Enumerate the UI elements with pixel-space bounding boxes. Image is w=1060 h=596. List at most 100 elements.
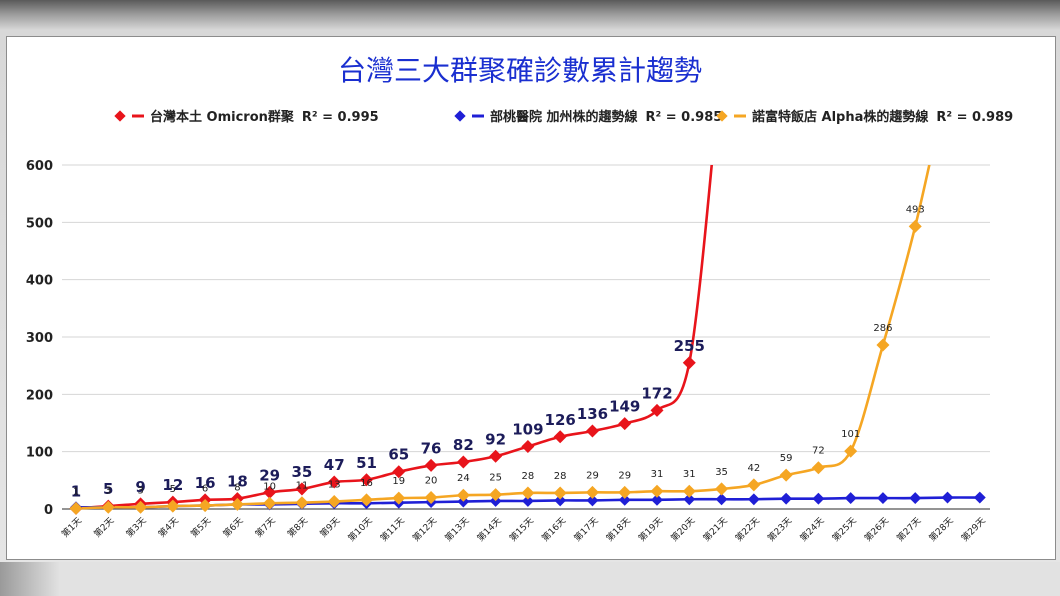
x-tick-label: 第26天: [862, 515, 891, 544]
data-point: [747, 493, 760, 506]
data-point: [585, 485, 599, 499]
data-label: 5: [103, 480, 113, 498]
data-point: [553, 430, 567, 444]
data-label: 29: [586, 470, 599, 481]
data-label: 35: [715, 467, 728, 478]
x-tick-label: 第18天: [604, 515, 633, 544]
x-tick-label: 第28天: [926, 515, 955, 544]
data-label: 149: [609, 398, 640, 416]
data-point: [489, 488, 503, 502]
data-label: 3: [105, 485, 111, 496]
x-tick-label: 第20天: [668, 515, 697, 544]
data-point: [682, 484, 696, 498]
data-label: 1: [71, 482, 81, 500]
data-label: 16: [360, 478, 373, 489]
data-point: [909, 492, 922, 505]
data-point: [747, 478, 761, 492]
data-label: 3: [137, 485, 143, 496]
data-point: [327, 495, 341, 509]
data-point: [521, 486, 535, 500]
data-label: 16: [195, 474, 216, 492]
data-label: 6: [202, 484, 208, 495]
data-label: 5: [170, 484, 176, 495]
x-tick-label: 第12天: [410, 515, 439, 544]
x-tick-label: 第16天: [539, 515, 568, 544]
y-axis: 0 100 200 300 400 500 600: [26, 159, 53, 518]
data-label: 101: [841, 429, 860, 440]
data-point: [941, 491, 954, 504]
y-tick-label: 600: [26, 159, 53, 174]
chart-title: 台灣三大群聚確診數累計趨勢: [338, 54, 702, 87]
data-point: [198, 499, 212, 513]
data-label: 286: [873, 323, 892, 334]
data-point: [844, 444, 858, 458]
data-point: [812, 492, 825, 505]
x-tick-label: 第10天: [345, 515, 374, 544]
legend-label: 部桃醫院 加州株的趨勢線: [490, 109, 639, 125]
data-point: [521, 440, 535, 454]
x-tick-label: 第3天: [123, 515, 148, 540]
data-point: [134, 500, 148, 514]
data-label: 24: [457, 473, 470, 484]
data-label: 65: [388, 446, 409, 464]
legend-marker-icon: [454, 110, 466, 122]
data-point: [359, 493, 374, 507]
legend: 台灣本土 Omicron群聚 R² = 0.995 部桃醫院 加州株的趨勢線 R² =…: [114, 109, 1013, 125]
data-label: 8: [234, 482, 240, 493]
x-tick-label: 第4天: [156, 515, 181, 540]
data-point: [715, 482, 729, 496]
x-tick-label: 第27天: [894, 515, 923, 544]
x-tick-label: 第25天: [829, 515, 858, 544]
data-point: [618, 417, 632, 431]
x-axis: 第1天 第2天 第3天 第4天 第5天 第6天 第7天 第8天 第9天 第10天 第11天 第12天第…: [59, 515, 988, 544]
data-label: 29: [259, 466, 280, 484]
x-tick-label: 第5天: [188, 515, 213, 540]
data-point: [295, 482, 309, 496]
data-point: [844, 492, 857, 505]
data-point: [392, 491, 406, 505]
data-point: [263, 485, 277, 499]
data-label: 10: [263, 481, 276, 492]
data-point: [876, 338, 890, 352]
data-label: 19: [392, 476, 405, 487]
data-point: [553, 486, 567, 500]
data-label: 9: [135, 478, 145, 496]
x-tick-label: 第17天: [571, 515, 600, 544]
data-point: [650, 484, 664, 498]
x-tick-label: 第7天: [253, 515, 278, 540]
data-label: 13: [328, 480, 341, 491]
data-point: [230, 497, 244, 511]
data-point: [424, 458, 438, 472]
data-label: 18: [227, 473, 248, 491]
x-tick-label: 第9天: [317, 515, 342, 540]
data-point: [877, 492, 889, 505]
legend-r-squared: R² = 0.985: [646, 110, 723, 125]
data-label: 20: [425, 476, 438, 487]
y-tick-label: 100: [26, 446, 53, 461]
x-tick-label: 第19天: [636, 515, 665, 544]
data-label: 493: [906, 204, 925, 215]
data-point: [69, 501, 83, 515]
trend-curve: [75, 165, 714, 510]
data-point: [779, 468, 793, 482]
data-point: [456, 488, 470, 502]
gridlines: [62, 164, 990, 510]
data-label: 59: [780, 453, 793, 464]
data-label: 126: [545, 411, 576, 429]
data-label: 92: [485, 430, 506, 448]
data-point: [101, 500, 115, 514]
data-point: [489, 449, 503, 463]
data-label: 136: [577, 405, 608, 423]
data-label: 255: [674, 337, 705, 355]
x-tick-label: 第23天: [765, 515, 794, 544]
x-tick-label: 第22天: [733, 515, 762, 544]
legend-r-squared: R² = 0.989: [936, 110, 1013, 125]
x-tick-label: 第24天: [797, 515, 826, 544]
legend-label: 諾富特飯店 Alpha株的趨勢線: [752, 109, 929, 125]
data-label: 28: [522, 471, 535, 482]
y-tick-label: 500: [26, 216, 53, 231]
y-tick-label: 0: [44, 503, 53, 518]
x-tick-label: 第29天: [959, 515, 988, 544]
